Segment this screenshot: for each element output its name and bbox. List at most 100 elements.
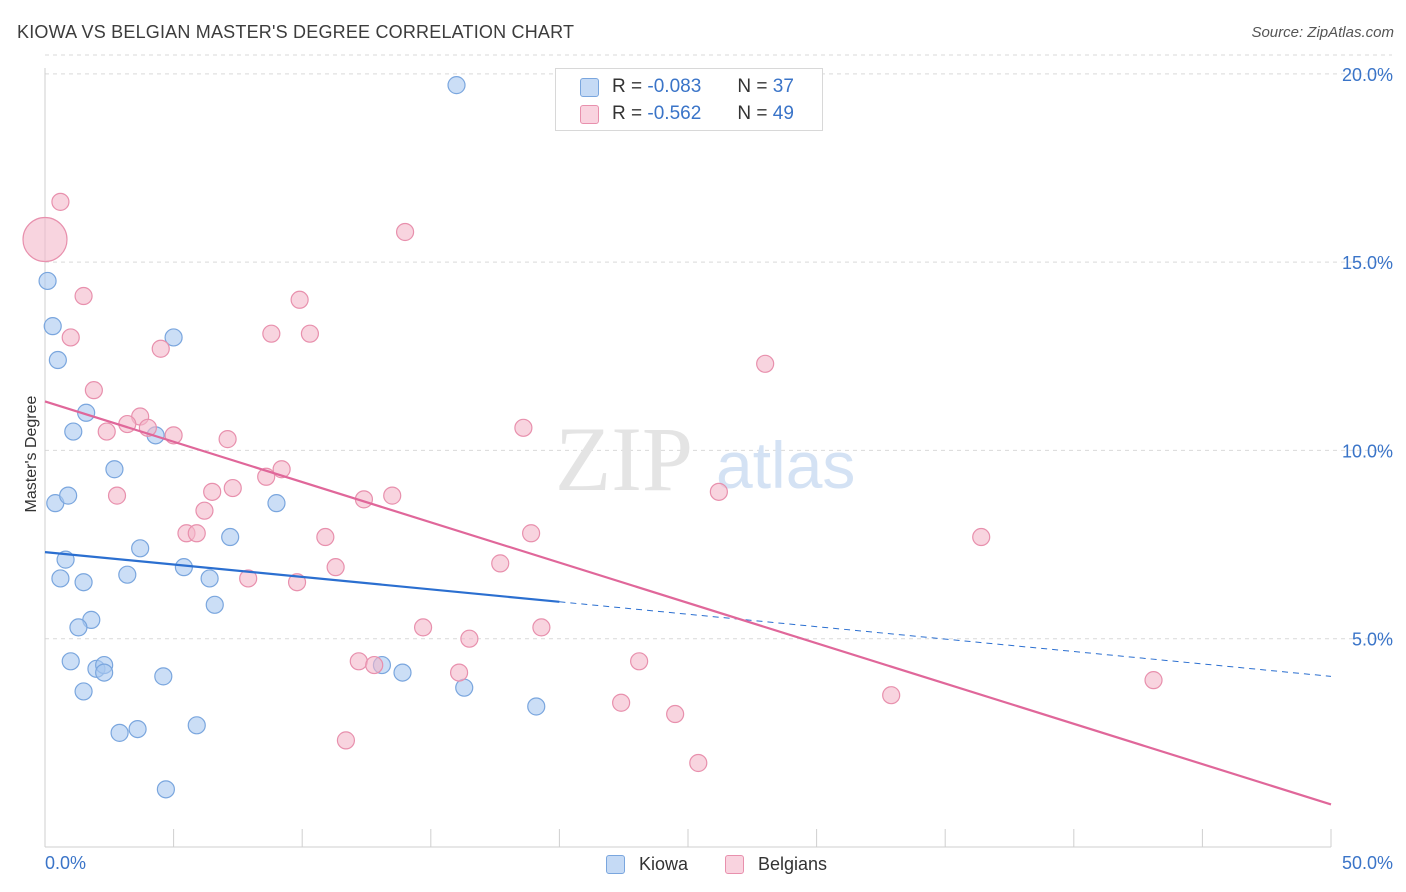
kiowa-point (69, 618, 88, 637)
belgians-point (262, 324, 281, 343)
watermark-atlas: atlas (716, 428, 855, 502)
bottom-legend-belgians: Belgians (725, 852, 827, 876)
gridlines (45, 54, 1392, 640)
belgians-point (349, 652, 368, 671)
watermark: ZIP atlas (555, 408, 855, 510)
tick-labels: 5.0% 10.0% 15.0% 20.0% 0.0% 50.0% (45, 65, 1393, 873)
belgians-point (187, 524, 206, 543)
kiowa-point (74, 573, 93, 592)
kiowa-point (187, 716, 206, 735)
kiowa-point (156, 780, 175, 799)
kiowa-point (95, 663, 114, 682)
kiowa-point (393, 663, 412, 682)
legend-n-value: 37 (772, 76, 794, 97)
kiowa-point (105, 460, 124, 479)
belgians-point (61, 328, 80, 347)
belgians-point (395, 222, 415, 242)
belgians-point (223, 478, 242, 498)
kiowa-point (447, 76, 466, 95)
chart-source: Source: ZipAtlas.com (1251, 24, 1394, 41)
belgians-point (756, 354, 775, 373)
legend-row-belgians: R = -0.562 N = 49 (580, 102, 794, 126)
watermark-zip: ZIP (555, 408, 693, 510)
kiowa-point (267, 494, 286, 513)
belgians-point (326, 558, 345, 577)
legend-swatch-belgians (580, 104, 599, 124)
belgians-point (300, 324, 320, 343)
belgians-point (532, 618, 551, 637)
correlation-legend: R = -0.083 N = 37 R = -0.562 N = 49 (555, 68, 823, 131)
belgians-point (1144, 671, 1163, 690)
belgians-point (491, 554, 510, 573)
kiowa-trend-line (44, 550, 560, 603)
belgians-point (316, 527, 335, 547)
belgians-point (413, 618, 433, 637)
belgians-point (514, 418, 533, 437)
belgians-point (612, 693, 631, 712)
belgians-point (365, 655, 384, 675)
y-tick-label: 15.0% (1342, 253, 1393, 273)
kiowa-point (51, 569, 70, 588)
belgians-point (195, 501, 214, 520)
belgians-point (203, 482, 222, 501)
kiowa-point (61, 652, 80, 671)
belgians-point (239, 569, 258, 588)
belgians-point (689, 753, 708, 773)
kiowa-point (527, 697, 546, 716)
legend-n-label: N = (737, 103, 768, 124)
trend-lines (44, 400, 1332, 806)
belgians-point (522, 524, 541, 543)
belgians-point (51, 192, 70, 211)
kiowa-point (110, 723, 129, 742)
belgians-point (290, 290, 309, 309)
belgians-point (97, 422, 116, 441)
belgians-point (882, 686, 901, 705)
bottom-legend-swatch-belgians (725, 854, 744, 874)
kiowa-point (455, 678, 474, 697)
legend-r-label: R = (612, 76, 643, 97)
y-tick-label: 20.0% (1342, 65, 1393, 85)
belgians-point (84, 381, 103, 400)
kiowa-point (164, 328, 183, 347)
legend-r-value: -0.562 (647, 103, 702, 124)
belgians-point (22, 216, 68, 263)
kiowa-point (205, 595, 224, 614)
belgians-point (449, 663, 469, 682)
x-tick-label: 50.0% (1342, 853, 1393, 873)
belgians-point (287, 573, 307, 592)
chart-title: KIOWA VS BELGIAN MASTER'S DEGREE CORRELA… (17, 22, 575, 42)
kiowa-point (118, 565, 137, 584)
legend-n-value: 49 (772, 103, 794, 124)
belgians-point (74, 286, 93, 306)
belgians-point (460, 629, 479, 648)
belgians-point (666, 704, 685, 724)
kiowa-point (48, 350, 67, 370)
belgians-point (972, 527, 991, 547)
kiowa-point (59, 486, 78, 505)
belgians-point (630, 652, 649, 671)
bottom-legend-kiowa: Kiowa (606, 852, 688, 876)
kiowa-point (38, 271, 57, 291)
y-tick-label: 5.0% (1352, 630, 1393, 650)
legend-swatch-kiowa (580, 77, 599, 97)
legend-row-kiowa: R = -0.083 N = 37 (580, 75, 794, 99)
kiowa-point (128, 719, 147, 739)
belgians-point (151, 339, 170, 358)
bottom-legend-label-belgians: Belgians (758, 853, 828, 874)
kiowa-point (221, 527, 240, 547)
belgians-point (107, 486, 127, 505)
kiowa-point (131, 539, 150, 558)
legend-r-label: R = (612, 103, 643, 124)
bottom-legend-swatch-kiowa (606, 854, 625, 874)
kiowa-point (154, 667, 173, 686)
kiowa-point (64, 422, 83, 441)
kiowa-point (200, 569, 219, 588)
y-tick-label: 10.0% (1342, 441, 1393, 461)
legend-r-value: -0.083 (647, 76, 702, 97)
kiowa-point (43, 317, 62, 336)
legend-n-label: N = (737, 76, 768, 97)
bottom-legend-label-kiowa: Kiowa (639, 853, 689, 874)
axes (44, 68, 1332, 848)
kiowa-point (74, 682, 93, 701)
